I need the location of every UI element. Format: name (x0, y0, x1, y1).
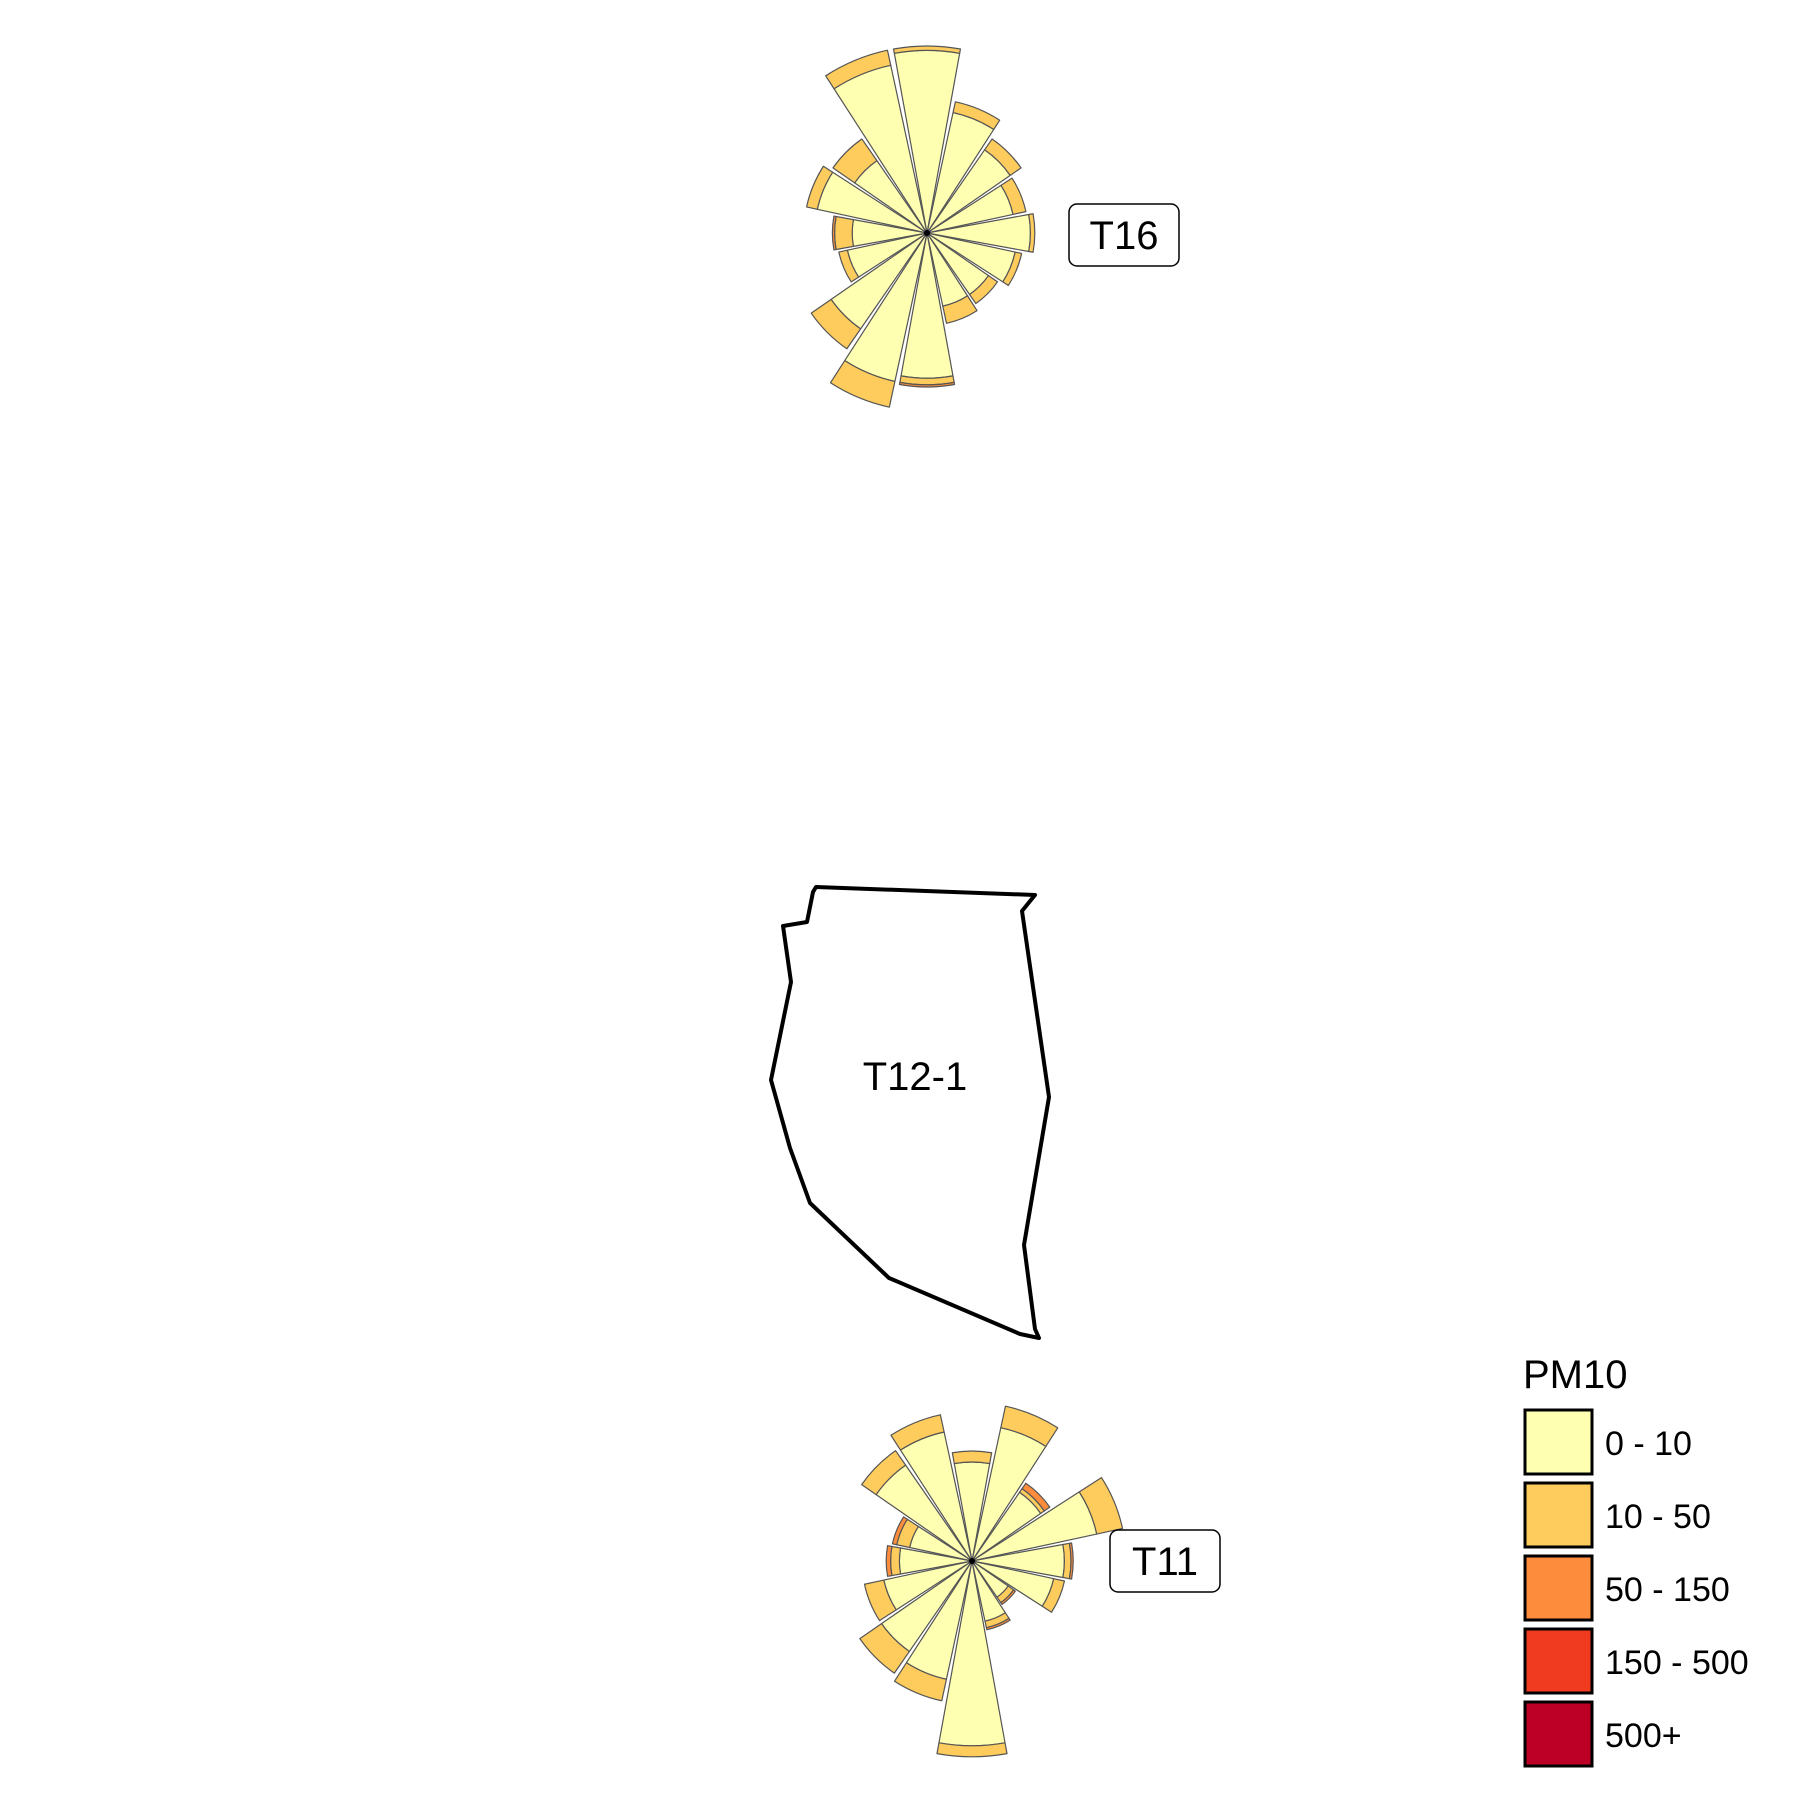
legend-label-3: 150 - 500 (1605, 1644, 1749, 1682)
rose-t16-center (924, 230, 930, 236)
rose-t16-petal-135-bin-1 (968, 274, 999, 305)
station-label-t16: T16 (1068, 203, 1180, 267)
legend-label-0: 0 - 10 (1605, 1425, 1692, 1463)
area-boundary (769, 885, 1051, 1340)
rose-t11-petal-337.5-bin-1 (890, 1414, 945, 1451)
legend-swatch-3 (1523, 1627, 1594, 1695)
legend-swatch-1 (1523, 1481, 1594, 1549)
rose-chart-t11: T11 (859, 1405, 1221, 1758)
rose-t16-petal-270-bin-2 (831, 215, 837, 251)
legend-label-4: 500+ (1605, 1717, 1682, 1755)
rose-petals-t16 (805, 45, 1036, 408)
rose-t11-petal-270-bin-2 (885, 1545, 893, 1577)
rose-t16-petal-315-bin-1 (832, 138, 878, 184)
rose-t16-petal-270-bin-1 (834, 215, 855, 251)
rose-t11-center (969, 1558, 975, 1564)
rose-t16-petal-337.5-bin-1 (825, 49, 892, 90)
legend-label-1: 10 - 50 (1605, 1498, 1711, 1536)
rose-t11-petal-247.5-bin-1 (863, 1579, 897, 1622)
rose-t11-petal-225-bin-1 (859, 1623, 910, 1674)
rose-t11-petal-157.5-bin-2 (985, 1617, 1011, 1631)
station-label-t11: T11 (1109, 1529, 1221, 1593)
legend-label-2: 50 - 150 (1605, 1571, 1730, 1609)
rose-t11-petal-90-bin-2 (1068, 1542, 1074, 1580)
rose-t11-petal-180-bin-1 (936, 1742, 1008, 1758)
rose-chart-t16: T16 (805, 45, 1180, 408)
legend-swatch-4 (1523, 1700, 1594, 1768)
rose-t16-petal-112.5-bin-1 (1002, 251, 1023, 287)
rose-t11-petal-315-bin-1 (861, 1450, 907, 1496)
rose-t16-petal-0-bin-1 (892, 45, 962, 54)
rose-t16-petal-22.5-bin-1 (952, 101, 1001, 131)
rose-t16-petal-45-bin-1 (984, 138, 1022, 176)
area-label: T12-1 (863, 1055, 968, 1099)
station-label-t16-text: T16 (1090, 214, 1159, 258)
rose-t16-petal-225-bin-1 (810, 298, 862, 350)
rose-petals-t11 (859, 1405, 1124, 1758)
rose-t16-petal-180-bin-2 (898, 381, 956, 388)
rose-t11-petal-202.5-bin-1 (893, 1662, 948, 1702)
rose-t11-petal-292.5-bin-2 (891, 1516, 908, 1546)
rose-t16-petal-90-bin-1 (1028, 213, 1036, 253)
rose-t11-petal-22.5-bin-1 (1000, 1405, 1059, 1447)
legend-items: 0 - 10 10 - 50 50 - 150 150 - 500 500+ (1523, 1408, 1749, 1768)
rose-t11-petal-112.5-bin-1 (1041, 1578, 1066, 1613)
station-label-t11-text: T11 (1132, 1540, 1198, 1584)
rose-t11-petal-45-bin-2 (1021, 1482, 1051, 1512)
rose-t16-petal-157.5-bin-1 (942, 295, 978, 324)
rose-t16-petal-67.5-bin-1 (1000, 177, 1027, 216)
legend-swatch-0 (1523, 1408, 1594, 1476)
legend-title: PM10 (1523, 1353, 1628, 1397)
rose-t11-petal-0-bin-1 (951, 1450, 993, 1465)
rose-t11-petal-270-bin-1 (890, 1545, 902, 1577)
legend: PM10 0 - 10 10 - 50 50 - 150 150 - 500 500+ (1523, 1353, 1749, 1768)
rose-t16-petal-202.5-bin-1 (829, 359, 896, 408)
rose-t11-petal-67.5-bin-1 (1078, 1476, 1124, 1535)
rose-t11-petal-135-bin-2 (1000, 1589, 1017, 1606)
rose-t16-petal-292.5-bin-1 (805, 165, 834, 210)
legend-swatch-2 (1523, 1554, 1594, 1622)
rose-t16-petal-247.5-bin-1 (838, 249, 860, 283)
